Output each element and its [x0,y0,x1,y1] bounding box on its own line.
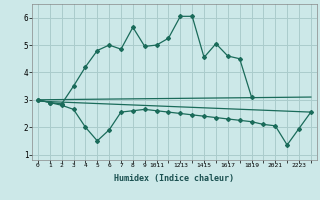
X-axis label: Humidex (Indice chaleur): Humidex (Indice chaleur) [115,174,234,183]
